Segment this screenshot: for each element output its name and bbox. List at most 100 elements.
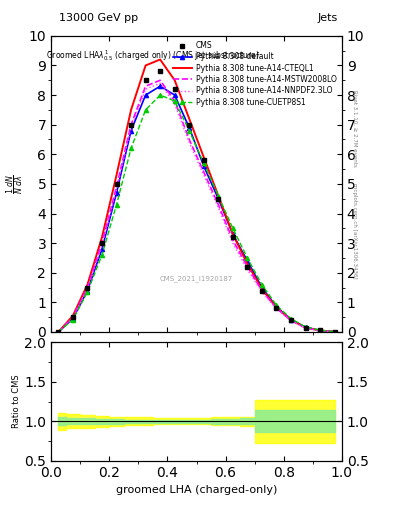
Pythia 8.308 default: [318, 328, 323, 334]
Pythia 8.308 tune-A14-NNPDF2.3LO: [143, 86, 148, 92]
Pythia 8.308 default: [173, 92, 177, 98]
Pythia 8.308 tune-A14-MSTW2008LO: [289, 317, 294, 324]
Pythia 8.308 tune-A14-MSTW2008LO: [274, 305, 279, 311]
Pythia 8.308 tune-A14-CTEQL1: [332, 329, 337, 335]
Pythia 8.308 default: [202, 163, 206, 169]
Pythia 8.308 tune-A14-NNPDF2.3LO: [231, 240, 235, 246]
Pythia 8.308 tune-A14-MSTW2008LO: [202, 169, 206, 175]
Pythia 8.308 tune-CUETP8S1: [231, 225, 235, 231]
Pythia 8.308 tune-A14-MSTW2008LO: [173, 98, 177, 104]
Pythia 8.308 tune-A14-CTEQL1: [129, 107, 134, 113]
Pythia 8.308 tune-A14-NNPDF2.3LO: [187, 139, 192, 145]
Pythia 8.308 tune-A14-MSTW2008LO: [143, 83, 148, 89]
Pythia 8.308 tune-A14-MSTW2008LO: [129, 122, 134, 128]
CMS: [260, 287, 264, 293]
Line: Pythia 8.308 default: Pythia 8.308 default: [56, 84, 337, 334]
Pythia 8.308 tune-A14-NNPDF2.3LO: [71, 315, 75, 321]
Pythia 8.308 tune-A14-CTEQL1: [202, 154, 206, 160]
CMS: [173, 86, 177, 92]
CMS: [289, 317, 294, 323]
Pythia 8.308 tune-A14-NNPDF2.3LO: [100, 243, 105, 249]
CMS: [56, 329, 61, 335]
Pythia 8.308 tune-A14-NNPDF2.3LO: [173, 101, 177, 107]
CMS: [85, 285, 90, 291]
Pythia 8.308 default: [289, 316, 294, 323]
Pythia 8.308 tune-CUETP8S1: [114, 202, 119, 208]
CMS: [158, 68, 163, 74]
CMS: [100, 240, 105, 246]
Pythia 8.308 tune-A14-CTEQL1: [289, 317, 294, 323]
Pythia 8.308 tune-A14-CTEQL1: [187, 116, 192, 122]
Pythia 8.308 tune-A14-NNPDF2.3LO: [260, 289, 264, 295]
CMS: [332, 329, 337, 335]
Pythia 8.308 tune-A14-MSTW2008LO: [318, 328, 323, 334]
Pythia 8.308 default: [260, 285, 264, 291]
Text: Jets: Jets: [318, 13, 338, 23]
Pythia 8.308 tune-A14-MSTW2008LO: [71, 314, 75, 320]
CMS: [216, 196, 221, 202]
Pythia 8.308 default: [85, 287, 90, 293]
Pythia 8.308 tune-A14-CTEQL1: [114, 172, 119, 178]
Pythia 8.308 default: [231, 231, 235, 238]
Pythia 8.308 default: [100, 246, 105, 252]
Pythia 8.308 tune-A14-NNPDF2.3LO: [274, 306, 279, 312]
Pythia 8.308 tune-A14-CTEQL1: [100, 234, 105, 240]
CMS: [245, 264, 250, 270]
CMS: [187, 122, 192, 128]
CMS: [318, 328, 323, 334]
Y-axis label: $\frac{1}{N}\frac{dN}{d\lambda}$: $\frac{1}{N}\frac{dN}{d\lambda}$: [4, 174, 26, 194]
Pythia 8.308 tune-CUETP8S1: [260, 282, 264, 288]
Y-axis label: Ratio to CMS: Ratio to CMS: [13, 375, 22, 429]
Pythia 8.308 tune-A14-MSTW2008LO: [56, 329, 61, 335]
Pythia 8.308 tune-A14-CTEQL1: [274, 305, 279, 311]
CMS: [129, 122, 134, 128]
Pythia 8.308 tune-A14-CTEQL1: [216, 193, 221, 199]
CMS: [231, 234, 235, 240]
Pythia 8.308 tune-A14-NNPDF2.3LO: [158, 80, 163, 87]
Pythia 8.308 tune-A14-NNPDF2.3LO: [289, 317, 294, 324]
Pythia 8.308 tune-A14-CTEQL1: [158, 56, 163, 62]
Pythia 8.308 tune-A14-NNPDF2.3LO: [202, 172, 206, 178]
Pythia 8.308 tune-CUETP8S1: [318, 327, 323, 333]
Pythia 8.308 default: [143, 92, 148, 98]
Pythia 8.308 tune-CUETP8S1: [158, 92, 163, 98]
Pythia 8.308 tune-A14-CTEQL1: [303, 325, 308, 331]
X-axis label: groomed LHA (charged-only): groomed LHA (charged-only): [116, 485, 277, 495]
Pythia 8.308 tune-A14-MSTW2008LO: [231, 237, 235, 243]
Pythia 8.308 default: [158, 83, 163, 89]
Pythia 8.308 tune-CUETP8S1: [100, 252, 105, 258]
Pythia 8.308 tune-A14-NNPDF2.3LO: [332, 329, 337, 335]
Pythia 8.308 tune-A14-MSTW2008LO: [100, 240, 105, 246]
Pythia 8.308 default: [303, 324, 308, 330]
Pythia 8.308 default: [114, 190, 119, 196]
Pythia 8.308 tune-A14-CTEQL1: [260, 286, 264, 292]
CMS: [143, 77, 148, 83]
CMS: [71, 314, 75, 320]
Pythia 8.308 tune-A14-CTEQL1: [71, 313, 75, 319]
Pythia 8.308 tune-A14-MSTW2008LO: [332, 329, 337, 335]
Pythia 8.308 tune-CUETP8S1: [289, 315, 294, 322]
Pythia 8.308 tune-A14-NNPDF2.3LO: [245, 267, 250, 273]
Pythia 8.308 default: [56, 329, 61, 335]
Pythia 8.308 default: [71, 315, 75, 322]
Pythia 8.308 tune-CUETP8S1: [303, 324, 308, 330]
Line: Pythia 8.308 tune-A14-CTEQL1: Pythia 8.308 tune-A14-CTEQL1: [59, 59, 335, 332]
Pythia 8.308 tune-A14-MSTW2008LO: [260, 287, 264, 293]
Line: Pythia 8.308 tune-A14-NNPDF2.3LO: Pythia 8.308 tune-A14-NNPDF2.3LO: [59, 83, 335, 332]
Pythia 8.308 tune-A14-MSTW2008LO: [158, 77, 163, 83]
CMS: [303, 325, 308, 331]
Pythia 8.308 tune-A14-NNPDF2.3LO: [303, 325, 308, 331]
Pythia 8.308 tune-A14-NNPDF2.3LO: [85, 286, 90, 292]
Pythia 8.308 default: [129, 127, 134, 134]
Text: Rivet 3.1.10, ≥ 2.7M events: Rivet 3.1.10, ≥ 2.7M events: [352, 90, 357, 166]
Pythia 8.308 tune-A14-CTEQL1: [56, 329, 61, 335]
Pythia 8.308 tune-A14-CTEQL1: [143, 62, 148, 69]
Pythia 8.308 tune-CUETP8S1: [202, 160, 206, 166]
CMS: [114, 181, 119, 187]
Pythia 8.308 tune-CUETP8S1: [245, 255, 250, 261]
Pythia 8.308 tune-A14-MSTW2008LO: [216, 202, 221, 208]
Pythia 8.308 tune-A14-CTEQL1: [245, 261, 250, 267]
Pythia 8.308 tune-A14-NNPDF2.3LO: [129, 124, 134, 131]
Pythia 8.308 tune-A14-MSTW2008LO: [303, 325, 308, 331]
Pythia 8.308 default: [187, 124, 192, 131]
